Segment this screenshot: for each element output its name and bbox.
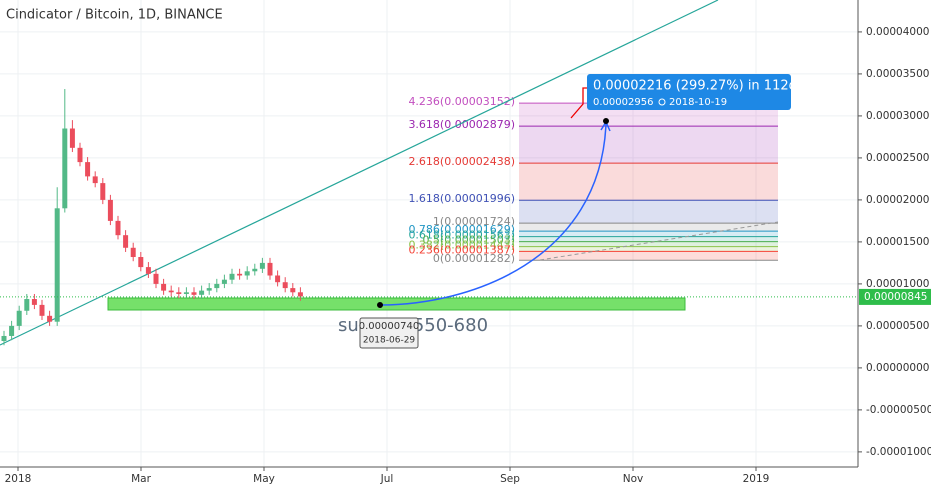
candle-body: [214, 283, 220, 289]
candle-body: [9, 325, 15, 336]
fib-label: 0.236(0.00001387): [408, 243, 515, 256]
projection-price: 0.00002956: [593, 97, 653, 108]
candle-body: [138, 257, 144, 268]
candle-body: [161, 283, 167, 291]
candle-body: [259, 262, 265, 269]
fib-label: 1(0.00001724): [433, 215, 515, 228]
candle-body: [69, 128, 75, 148]
y-tick-label: 0.00003000: [866, 110, 929, 122]
grid: [0, 0, 858, 467]
callout-date: 2018-06-29: [363, 336, 416, 346]
candle-body: [16, 310, 22, 326]
y-tick-label: 0.00000500: [866, 320, 929, 332]
y-tick-label: 0.00002500: [866, 152, 929, 164]
candle-body: [290, 288, 296, 293]
projection-headline: 0.00002216 (299.27%) in 112d: [593, 79, 797, 94]
candle-body: [1, 335, 7, 342]
candle-body: [221, 279, 227, 284]
fib-band: [519, 246, 778, 252]
fib-band: [519, 126, 778, 164]
x-tick-label: Nov: [623, 473, 644, 485]
candle-body: [24, 299, 30, 311]
candle-body: [282, 282, 288, 289]
x-tick-label: 2018: [5, 473, 32, 485]
x-tick-label: 2019: [743, 473, 770, 485]
last-price-label: 0.00000845: [864, 291, 927, 303]
candle-body: [62, 128, 68, 209]
candle-body: [77, 147, 83, 163]
candle-body: [123, 235, 129, 248]
candle-body: [54, 208, 60, 322]
y-tick-label: 0.00001500: [866, 236, 929, 248]
candle-body: [92, 176, 98, 184]
target-point: [603, 118, 609, 124]
fib-label: 0.382(0.00001443): [408, 239, 515, 252]
candle-body: [39, 304, 45, 316]
fib-label: 0(0.00001282): [433, 252, 515, 265]
candle-body: [47, 315, 53, 322]
projection-arc: [379, 123, 607, 306]
y-tick-label: -0.00000500: [866, 404, 931, 416]
candle-body: [267, 262, 273, 276]
candle-body: [237, 273, 243, 276]
fib-band: [519, 231, 778, 237]
candle-body: [176, 292, 182, 294]
y-tick-label: 0.00001000: [866, 278, 929, 290]
candle-body: [183, 292, 189, 294]
y-tick-label: 0.00000000: [866, 362, 929, 374]
clock-icon: [658, 98, 666, 106]
candle-body: [191, 292, 197, 295]
fib-band: [519, 251, 778, 261]
callout-box: [359, 317, 419, 349]
projection-date: 2018-10-19: [669, 97, 727, 108]
y-tick-label: 0.00002000: [866, 194, 929, 206]
fib-label: 3.618(0.00002879): [408, 118, 515, 131]
candle-body: [153, 273, 159, 284]
candle-body: [199, 290, 205, 295]
last-price-box: [859, 288, 931, 305]
fib-label: 0.786(0.00001629): [408, 223, 515, 236]
trend-line: [0, 0, 719, 346]
candle-body: [206, 288, 212, 291]
chart-title: Cindicator / Bitcoin, 1D, BINANCE: [6, 8, 223, 23]
candle-body: [244, 271, 250, 276]
dashed-line: [539, 221, 779, 261]
candle-body: [145, 267, 151, 274]
axes: 0.00004000 0.00003500 0.00003000 0.00002500…: [5, 26, 931, 485]
fib-label: 0.5(0.00001503): [422, 234, 515, 247]
fib-band: [519, 200, 778, 224]
callout-price: 0.00000740: [359, 321, 419, 332]
candle-body: [115, 220, 121, 236]
x-tick-label: Sep: [500, 473, 520, 485]
candle-body: [168, 290, 174, 293]
fib-band: [519, 236, 778, 242]
fib-band: [519, 241, 778, 247]
x-tick-label: Mar: [131, 473, 151, 485]
projection-box: [587, 74, 791, 110]
candle-body: [229, 273, 235, 280]
fib-band: [519, 223, 778, 232]
fib-label: 0.618(0.00001563): [408, 229, 515, 242]
x-tick-label: May: [253, 473, 275, 485]
candle-body: [130, 247, 136, 258]
red-marker: [570, 87, 590, 119]
candles: [0, 89, 858, 346]
candle-body: [31, 299, 37, 305]
candle-body: [100, 183, 106, 200]
candle-body: [85, 162, 91, 177]
fib-label: 4.236(0.00003152): [408, 95, 515, 108]
anchor-point: [377, 302, 383, 308]
fib-label: 1.618(0.00001996): [408, 192, 515, 205]
candle-body: [252, 268, 258, 272]
candle-body: [297, 292, 303, 297]
y-tick-label: 0.00003500: [866, 68, 929, 80]
fib-band: [519, 163, 778, 201]
fib-label: 2.618(0.00002438): [408, 155, 515, 168]
y-tick-label: 0.00004000: [866, 26, 929, 38]
candle-body: [275, 275, 281, 283]
y-tick-label: -0.00001000: [866, 446, 931, 458]
x-tick-label: Jul: [380, 473, 394, 485]
candle-body: [107, 199, 113, 221]
